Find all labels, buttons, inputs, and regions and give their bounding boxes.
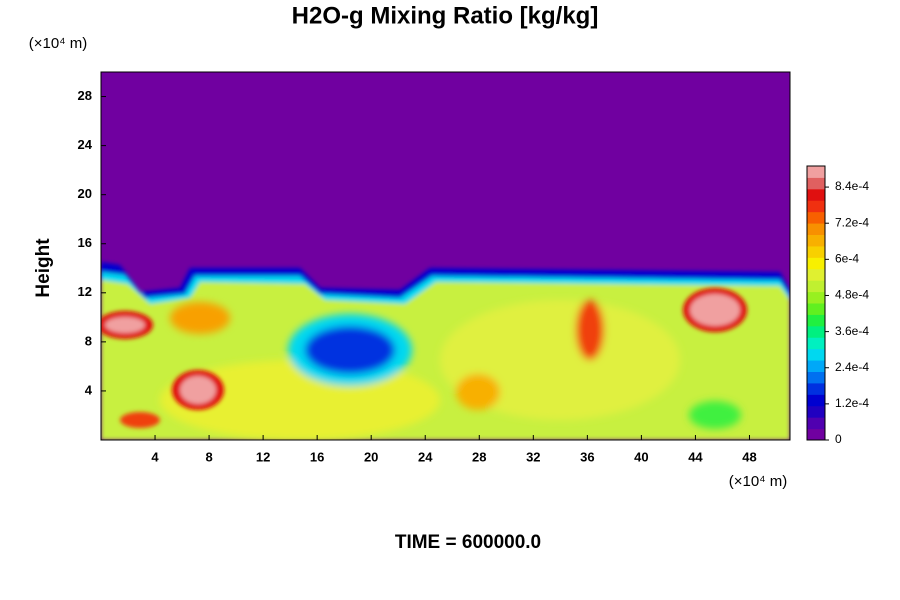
- y-tick-label: 4: [85, 382, 93, 397]
- y-tick-label: 8: [85, 333, 92, 348]
- colorbar-tick-label: 1.2e-4: [835, 396, 869, 410]
- colorbar-segment: [807, 382, 825, 395]
- field: [101, 72, 790, 440]
- colorbar-segment: [807, 211, 825, 224]
- colorbar-segment: [807, 200, 825, 213]
- x-tick-label: 28: [472, 449, 486, 464]
- y-axis-label: Height: [33, 238, 54, 298]
- colorbar-tick-label: 7.2e-4: [835, 215, 869, 229]
- colorbar-tick-label: 3.6e-4: [835, 324, 869, 338]
- x-tick-label: 36: [580, 449, 594, 464]
- colorbar-segment: [807, 394, 825, 407]
- colorbar-segment: [807, 417, 825, 430]
- colorbar-segment: [807, 405, 825, 418]
- colorbar-tick-label: 4.8e-4: [835, 288, 869, 302]
- footer-time: TIME = 600000.0: [395, 532, 541, 553]
- colorbar-segment: [807, 360, 825, 372]
- y-tick-label: 12: [78, 284, 92, 299]
- x-tick-label: 8: [205, 449, 212, 464]
- y-tick-label: 28: [78, 88, 92, 103]
- colorbar-frame: [806, 165, 826, 441]
- colorbar-tick-label: 2.4e-4: [835, 360, 869, 374]
- colorbar-tick-label: 0: [835, 432, 842, 446]
- colorbar-segment: [807, 223, 825, 235]
- colorbar-segment: [807, 257, 825, 270]
- y-unit: (×10⁴ m): [29, 35, 88, 52]
- colorbar-segment: [807, 268, 825, 281]
- y-tick-label: 16: [78, 235, 92, 250]
- x-tick-label: 24: [418, 449, 433, 464]
- colorbar-segment: [807, 245, 825, 258]
- x-tick-label: 40: [634, 449, 648, 464]
- colorbar-tick-label: 6e-4: [835, 252, 859, 266]
- colorbar-segment: [807, 314, 825, 327]
- colorbar-segment: [807, 348, 825, 361]
- chart-title: H2O-g Mixing Ratio [kg/kg]: [292, 2, 599, 29]
- colorbar-segment: [807, 303, 825, 315]
- x-tick-label: 48: [742, 449, 756, 464]
- x-tick-label: 44: [688, 449, 703, 464]
- x-tick-label: 32: [526, 449, 540, 464]
- y-tick-label: 20: [78, 186, 92, 201]
- colorbar-segment: [807, 291, 825, 304]
- colorbar-segment: [807, 325, 825, 338]
- x-tick-label: 12: [256, 449, 270, 464]
- colorbar-segment: [807, 428, 825, 441]
- colorbar-segment: [807, 166, 825, 178]
- x-tick-label: 16: [310, 449, 324, 464]
- colorbar-segment: [807, 234, 825, 247]
- colorbar-segment: [807, 280, 825, 293]
- colorbar-segment: [807, 177, 825, 190]
- y-tick-label: 24: [78, 137, 93, 152]
- colorbar-segment: [807, 337, 825, 350]
- colorbar-segment: [807, 371, 825, 384]
- x-tick-label: 20: [364, 449, 378, 464]
- plot-frame: [100, 71, 791, 441]
- x-tick-label: 4: [151, 449, 159, 464]
- x-unit: (×10⁴ m): [729, 473, 788, 490]
- colorbar-tick-label: 8.4e-4: [835, 179, 869, 193]
- colorbar-segment: [807, 188, 825, 201]
